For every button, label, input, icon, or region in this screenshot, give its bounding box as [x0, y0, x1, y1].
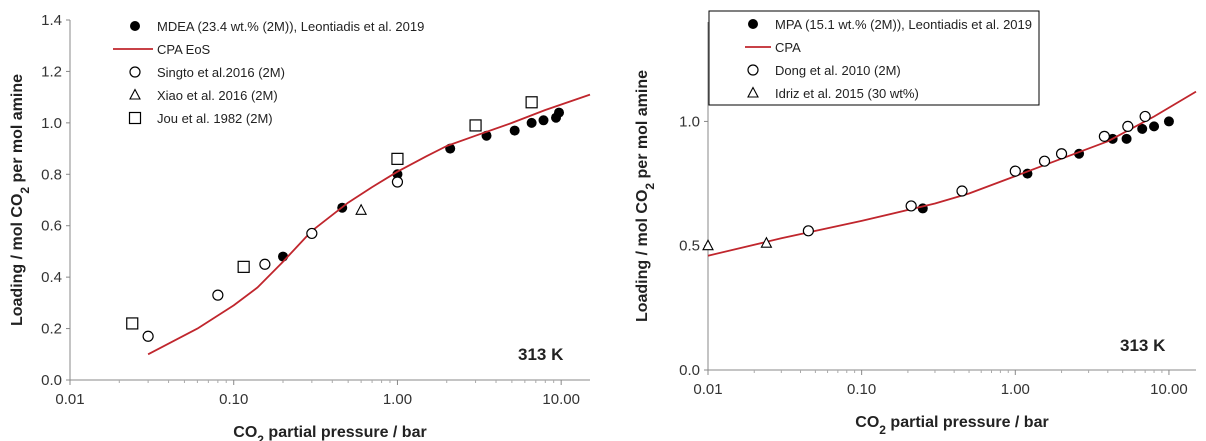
data-point — [1149, 121, 1160, 132]
y-tick-label: 1.4 — [41, 12, 62, 29]
legend-label: Singto et al.2016 (2M) — [157, 65, 285, 80]
series-2 — [707, 90, 1197, 257]
legend-swatch — [128, 111, 142, 125]
data-point — [391, 152, 404, 165]
series-3 — [142, 176, 404, 342]
legend-label: Jou et al. 1982 (2M) — [157, 111, 273, 126]
series-5 — [126, 96, 538, 330]
data-point — [1055, 148, 1068, 160]
chart-1: 0.0 0.2 0.4 0.6 0.8 1.0 1.2 1.4 0.01 0.10 1.00 10.0… — [9, 12, 591, 441]
data-point — [212, 289, 224, 301]
temperature-annotation: 313 K — [518, 345, 564, 364]
x-tick-label: 10.00 — [1150, 381, 1188, 398]
data-point — [1137, 123, 1148, 134]
data-point — [509, 125, 520, 136]
data-point — [306, 227, 318, 240]
series-1 — [917, 116, 1174, 214]
data-point — [1122, 120, 1134, 133]
legend-label: Idriz et al. 2015 (30 wt%) — [775, 86, 919, 101]
y-tick-label: 0.4 — [41, 269, 62, 286]
data-point — [802, 225, 814, 237]
chart-2: 0.0 0.5 1.0 0.01 0.10 1.00 10.00 CO2 partial pr… — [634, 10, 1197, 437]
data-point — [1098, 130, 1110, 142]
legend-label: MPA (15.1 wt.% (2M)), Leontiadis et al. … — [775, 17, 1032, 32]
data-point — [702, 239, 714, 251]
series-1 — [278, 107, 565, 262]
legend-swatch — [129, 66, 141, 78]
legend-label: Dong et al. 2010 (2M) — [775, 63, 901, 78]
y-tick-label: 0.5 — [679, 238, 700, 255]
data-point — [1121, 133, 1132, 144]
legend-swatch — [747, 86, 759, 98]
data-point — [1038, 155, 1051, 167]
legend-label: Xiao et al. 2016 (2M) — [157, 88, 278, 103]
data-point — [526, 117, 537, 128]
data-point — [1009, 165, 1021, 177]
y-tick-label: 0.6 — [41, 218, 62, 235]
y-tick-label: 0.2 — [41, 321, 62, 338]
data-point — [1139, 110, 1151, 123]
y-tick-label: 1.0 — [41, 115, 62, 132]
data-point — [142, 330, 154, 342]
legend-label: CPA EoS — [157, 42, 211, 57]
data-point — [538, 115, 549, 126]
legend: MDEA (23.4 wt.% (2M)), Leontiadis et al.… — [113, 19, 424, 126]
data-point — [392, 169, 403, 180]
legend-swatch — [129, 88, 141, 100]
data-point — [1163, 116, 1174, 127]
series-4 — [355, 203, 368, 215]
series-2 — [147, 93, 591, 356]
legend-label: MDEA (23.4 wt.% (2M)), Leontiadis et al.… — [157, 19, 424, 34]
data-point — [956, 185, 968, 197]
series-3 — [802, 110, 1151, 237]
series-4 — [702, 236, 773, 251]
x-tick-label: 0.10 — [219, 391, 248, 408]
data-point — [554, 107, 565, 118]
data-point — [259, 258, 271, 270]
legend-swatch — [130, 21, 140, 31]
y-tick-label: 1.0 — [679, 113, 700, 130]
legend-swatch — [748, 19, 758, 29]
y-tick-label: 0.8 — [41, 166, 62, 183]
data-point — [525, 96, 538, 109]
x-tick-label: 0.10 — [847, 381, 876, 398]
x-axis-label: CO2 partial pressure / bar — [233, 424, 426, 441]
x-tick-label: 0.01 — [693, 381, 722, 398]
data-point — [237, 260, 250, 273]
y-tick-label: 1.2 — [41, 63, 62, 80]
cpa-model-line — [147, 93, 591, 356]
data-point — [469, 119, 482, 132]
data-point — [278, 251, 289, 262]
legend-label: CPA — [775, 40, 801, 55]
x-tick-label: 10.00 — [542, 391, 580, 408]
data-point — [760, 236, 773, 248]
data-point — [355, 203, 368, 215]
x-tick-label: 0.01 — [55, 391, 84, 408]
y-tick-label: 0.0 — [41, 372, 62, 389]
legend-frame — [708, 10, 1040, 106]
temperature-annotation: 313 K — [1120, 336, 1166, 355]
x-tick-label: 1.00 — [1001, 381, 1030, 398]
x-tick-label: 1.00 — [383, 391, 412, 408]
y-axis-label: Loading / mol CO2 per mol amine — [634, 70, 657, 322]
legend: MPA (15.1 wt.% (2M)), Leontiadis et al. … — [708, 10, 1040, 106]
y-tick-label: 0.0 — [679, 362, 700, 379]
data-point — [905, 200, 917, 212]
x-axis-label: CO2 partial pressure / bar — [855, 414, 1048, 437]
cpa-model-line — [707, 90, 1197, 257]
data-point — [391, 176, 404, 188]
legend-swatch — [747, 64, 759, 76]
y-axis-label: Loading / mol CO2 per mol amine — [9, 74, 32, 326]
data-point — [126, 317, 139, 330]
